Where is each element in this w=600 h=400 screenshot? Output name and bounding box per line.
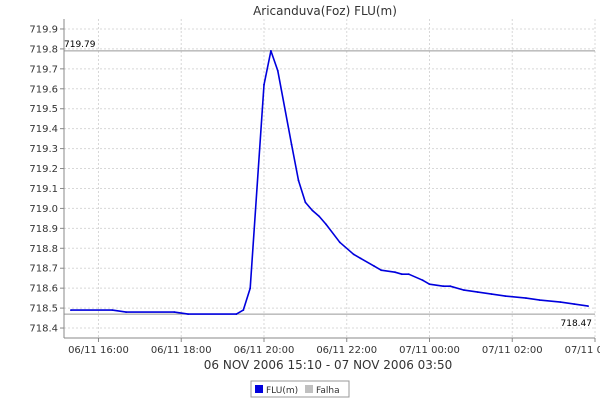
x-tick-label: 07/11 00:00 xyxy=(399,345,460,356)
data-point xyxy=(380,269,383,272)
legend: FLU(m) Falha xyxy=(250,380,350,398)
data-point xyxy=(442,285,445,288)
reference-lines: 719.79 718.47 xyxy=(64,40,595,329)
y-tick-label: 718.8 xyxy=(29,244,58,255)
legend-swatch xyxy=(305,385,313,393)
y-tick-label: 719.0 xyxy=(29,204,58,215)
x-tick-label: 07/11 02:00 xyxy=(482,345,543,356)
y-tick-label: 719.9 xyxy=(29,24,58,35)
data-point xyxy=(587,305,589,307)
data-point xyxy=(276,69,279,72)
x-axis-label: 06 NOV 2006 15:10 - 07 NOV 2006 03:50 xyxy=(204,358,452,372)
chart-title: Aricanduva(Foz) FLU(m) xyxy=(253,4,397,18)
data-point xyxy=(463,289,465,291)
x-tick-label: 07/11 04:00 xyxy=(565,345,600,356)
reference-line-label: 718.47 xyxy=(561,319,593,329)
data-point xyxy=(504,295,507,297)
data-point xyxy=(525,297,527,299)
data-point xyxy=(407,273,410,276)
data-point xyxy=(242,309,245,311)
data-point xyxy=(373,265,376,268)
data-point xyxy=(352,253,355,256)
data-point xyxy=(311,209,314,212)
y-tick-label: 719.2 xyxy=(29,164,58,175)
data-point xyxy=(449,285,452,288)
series-line xyxy=(70,50,589,315)
x-tick-label: 06/11 18:00 xyxy=(151,345,212,356)
data-point xyxy=(338,241,341,244)
plot-area: 719.79 718.47 xyxy=(63,19,596,339)
data-point xyxy=(304,201,307,204)
x-tick-label: 06/11 22:00 xyxy=(316,345,377,356)
y-tick-label: 718.9 xyxy=(29,224,58,235)
legend-label: Falha xyxy=(316,386,340,396)
data-point xyxy=(325,223,327,226)
data-point xyxy=(235,313,238,315)
data-point xyxy=(538,299,541,301)
data-point xyxy=(476,291,479,293)
x-tick-labels: 06/11 16:00 06/11 18:00 06/11 20:00 06/11 2… xyxy=(68,338,600,356)
y-tick-label: 719.3 xyxy=(29,144,58,155)
y-tick-labels: 718.4 718.5 718.6 718.7 718.8 718.9 719.0 719.1… xyxy=(29,24,64,335)
data-point xyxy=(249,287,252,290)
data-point xyxy=(125,311,127,313)
data-point xyxy=(559,301,562,303)
y-tick-label: 719.4 xyxy=(29,124,58,135)
y-tick-label: 718.4 xyxy=(29,324,58,335)
data-point xyxy=(318,215,321,218)
data-point xyxy=(173,311,176,313)
series-layer xyxy=(70,50,589,315)
data-point xyxy=(359,257,362,260)
data-point xyxy=(573,303,576,305)
data-point xyxy=(490,293,493,295)
y-tick-label: 719.8 xyxy=(29,44,58,55)
data-point xyxy=(111,309,114,311)
y-tick-label: 718.6 xyxy=(29,284,58,295)
x-tick-label: 06/11 20:00 xyxy=(234,345,295,356)
legend-swatch xyxy=(255,385,263,393)
data-point xyxy=(428,283,431,286)
y-tick-label: 719.7 xyxy=(29,64,58,75)
legend-label: FLU(m) xyxy=(266,386,298,396)
plot-background xyxy=(64,19,595,338)
y-tick-label: 718.5 xyxy=(29,304,58,315)
y-tick-label: 719.5 xyxy=(29,104,58,115)
data-point xyxy=(270,50,272,52)
y-tick-label: 718.7 xyxy=(29,264,58,275)
reference-line-label: 719.79 xyxy=(64,40,96,50)
data-point xyxy=(187,313,190,315)
data-point xyxy=(290,143,293,146)
legend-box xyxy=(250,380,350,398)
data-point xyxy=(297,179,300,182)
y-tick-label: 719.1 xyxy=(29,184,58,195)
data-point xyxy=(401,273,403,276)
data-point xyxy=(263,83,265,86)
data-point xyxy=(394,271,396,274)
x-tick-label: 06/11 16:00 xyxy=(68,345,129,356)
data-point xyxy=(421,279,424,282)
data-point xyxy=(70,309,72,311)
y-tick-label: 719.6 xyxy=(29,84,58,95)
